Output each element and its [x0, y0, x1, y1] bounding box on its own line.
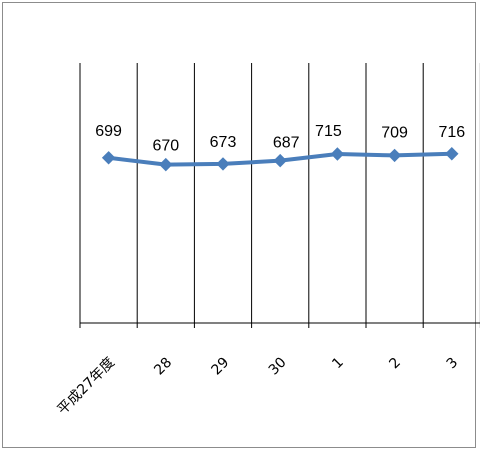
data-label: 716 — [438, 124, 465, 141]
x-tick-label: 1 — [329, 355, 347, 373]
data-point-marker — [216, 157, 230, 171]
data-point-marker — [159, 157, 173, 172]
data-label: 687 — [273, 135, 300, 152]
data-label: 699 — [95, 123, 122, 140]
data-label: 670 — [152, 138, 179, 155]
x-tick-label: 平成27年度 — [55, 355, 119, 419]
data-label: 673 — [210, 134, 237, 151]
data-point-marker — [330, 147, 345, 161]
x-tick-label: 3 — [444, 355, 462, 373]
data-point-marker — [273, 153, 287, 168]
x-tick-label: 29 — [209, 355, 233, 379]
data-point-marker — [387, 148, 402, 163]
x-tick-label: 28 — [151, 355, 175, 379]
x-tick-label: 30 — [266, 355, 290, 379]
data-label: 709 — [381, 124, 408, 141]
x-tick-label: 2 — [386, 355, 404, 373]
data-point-marker — [101, 151, 116, 165]
chart-frame — [2, 2, 476, 448]
data-point-marker — [445, 147, 459, 161]
data-label: 715 — [315, 123, 342, 140]
